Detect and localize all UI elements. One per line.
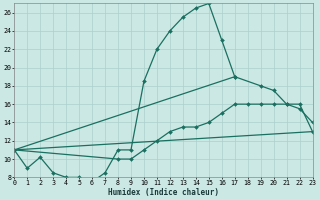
X-axis label: Humidex (Indice chaleur): Humidex (Indice chaleur): [108, 188, 219, 197]
